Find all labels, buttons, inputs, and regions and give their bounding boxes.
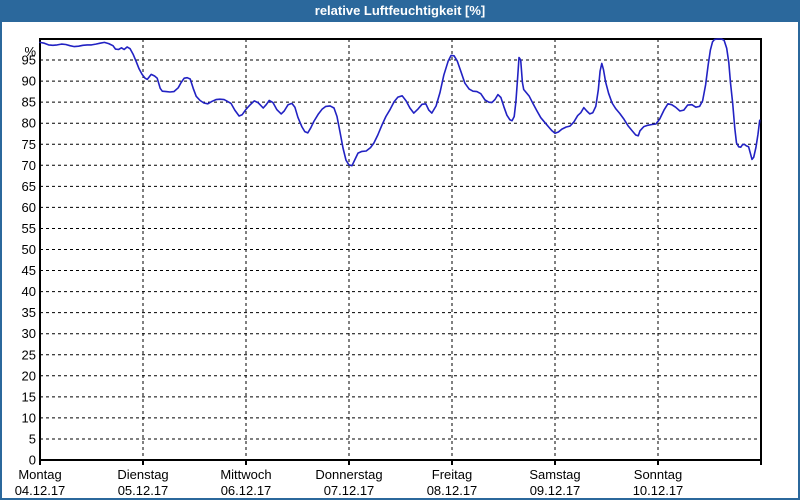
plot-border (39, 38, 762, 461)
y-tick-label: 75 (22, 137, 36, 152)
day-date-label: 06.12.17 (221, 483, 272, 498)
y-tick-label: 45 (22, 263, 36, 278)
day-name-label: Samstag (529, 467, 580, 482)
y-tick-label: 5 (29, 431, 36, 446)
y-tick-label: 40 (22, 284, 36, 299)
day-name-label: Freitag (432, 467, 472, 482)
day-date-label: 08.12.17 (427, 483, 478, 498)
day-date-label: 05.12.17 (118, 483, 169, 498)
window-title: relative Luftfeuchtigkeit [%] (314, 3, 486, 18)
y-tick-label: 50 (22, 242, 36, 257)
day-date-label: 10.12.17 (633, 483, 684, 498)
day-name-label: Donnerstag (315, 467, 382, 482)
day-date-label: 04.12.17 (15, 483, 66, 498)
y-tick-label: 80 (22, 116, 36, 131)
y-tick-label: 55 (22, 221, 36, 236)
y-tick-label-zero: 0 (29, 453, 36, 468)
day-name-label: Dienstag (117, 467, 168, 482)
y-tick-label: 85 (22, 95, 36, 110)
y-tick-label: 70 (22, 158, 36, 173)
y-tick-label: 25 (22, 347, 36, 362)
y-tick-label: 95 (22, 53, 36, 68)
day-date-label: 09.12.17 (530, 483, 581, 498)
humidity-series-line (39, 38, 761, 167)
day-name-label: Sonntag (634, 467, 682, 482)
x-axis-ticks (39, 460, 762, 465)
window-titlebar: relative Luftfeuchtigkeit [%] (0, 0, 800, 22)
day-name-label: Mittwoch (220, 467, 271, 482)
y-axis-labels: 5 10 15 20 25 30 35 40 45 50 55 60 65 70 75 80 85 90 95 0% (22, 44, 37, 467)
y-tick-label: 30 (22, 326, 36, 341)
y-tick-label: 35 (22, 305, 36, 320)
y-tick-label: 20 (22, 368, 36, 383)
y-tick-label: 10 (22, 410, 36, 425)
day-name-label: Montag (18, 467, 61, 482)
gridlines (40, 39, 761, 460)
y-tick-label: 15 (22, 389, 36, 404)
y-tick-label: 60 (22, 200, 36, 215)
y-axis-unit-label: % (24, 44, 36, 59)
day-date-label: 07.12.17 (324, 483, 375, 498)
y-tick-label: 90 (22, 74, 36, 89)
y-tick-label: 65 (22, 179, 36, 194)
